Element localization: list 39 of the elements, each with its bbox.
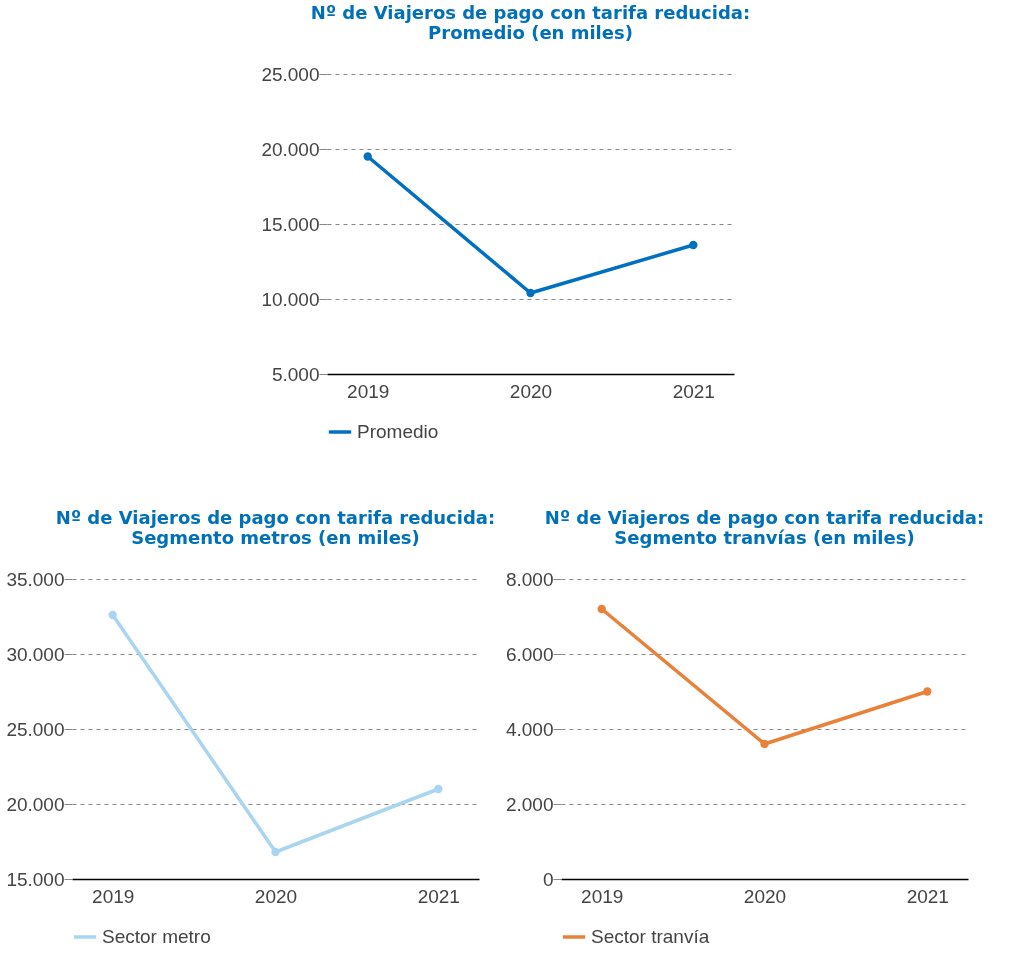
y-tick-label: 25.000	[261, 63, 320, 85]
point	[760, 739, 769, 749]
y-tick-label: 8.000	[505, 568, 554, 590]
point	[689, 240, 698, 250]
chart-title: Nº de Viajeros de pago con tarifa reducida: Segmento tranvías (en miles)	[544, 507, 985, 548]
y-tick-label: 35.000	[6, 568, 65, 590]
y-tick-label: 6.000	[505, 643, 554, 665]
y-tick-label: 5.000	[271, 363, 320, 385]
y-tick-label: 15.000	[261, 213, 320, 235]
chart-title: Nº de Viajeros de pago con tarifa reducida: Promedio (en miles)	[310, 2, 751, 43]
point	[526, 288, 535, 298]
y-tick-label: 20.000	[6, 793, 65, 815]
legend-label: Promedio	[357, 421, 439, 442]
point	[923, 687, 932, 696]
y-tick-label: 15.000	[6, 868, 65, 890]
y-tick-label: 4.000	[505, 718, 554, 740]
x-tick-label: 2019	[581, 885, 624, 907]
x-tick-label: 2019	[347, 380, 390, 402]
chart-title: Nº de Viajeros de pago con tarifa reducida: Segmento metros (en miles)	[55, 507, 496, 548]
x-tick-label: 2020	[254, 885, 298, 907]
legend-label: Sector tranvía	[591, 926, 710, 947]
x-tick-label: 2021	[417, 885, 460, 907]
x-tick-label: 2021	[906, 885, 949, 907]
legend-label: Sector metro	[102, 926, 211, 947]
point	[108, 610, 117, 620]
x-tick-label: 2019	[92, 885, 135, 907]
y-tick-label: 0	[542, 868, 554, 890]
x-tick-label: 2020	[743, 885, 787, 907]
y-tick-label: 20.000	[261, 138, 320, 160]
y-tick-label: 10.000	[261, 288, 320, 310]
point	[363, 152, 372, 161]
x-tick-label: 2021	[672, 380, 715, 402]
x-tick-label: 2020	[509, 380, 553, 402]
point	[597, 604, 606, 614]
point	[271, 847, 280, 857]
y-tick-label: 2.000	[505, 793, 554, 815]
point	[434, 784, 443, 794]
y-tick-label: 30.000	[6, 643, 65, 665]
y-tick-label: 25.000	[6, 718, 65, 740]
